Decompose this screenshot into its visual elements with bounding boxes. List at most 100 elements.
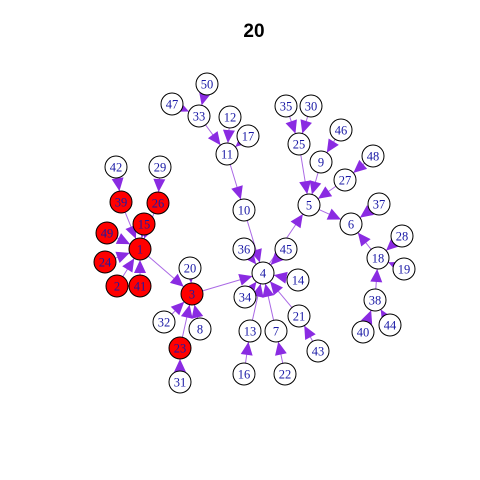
node-46[interactable]: 46 [329, 118, 353, 142]
node-19[interactable]: 19 [392, 257, 416, 281]
node-10[interactable]: 10 [232, 198, 256, 222]
edge-25-5 [299, 154, 312, 195]
edge-35-25 [285, 116, 297, 134]
node-20[interactable]: 20 [178, 256, 202, 280]
node-label: 31 [174, 375, 187, 389]
node-label: 6 [348, 217, 354, 231]
node-26[interactable]: 26 [146, 191, 170, 215]
node-28[interactable]: 28 [390, 224, 414, 248]
nodes-layer: 1234567891011121314151617181920212223242… [93, 72, 416, 394]
node-label: 14 [292, 273, 305, 287]
edge-31-23 [174, 359, 186, 372]
node-23[interactable]: 23 [168, 336, 192, 360]
node-label: 3 [189, 287, 195, 301]
node-label: 10 [238, 203, 251, 217]
edge-49-1 [115, 233, 131, 245]
edge-9-5 [309, 172, 322, 195]
node-35[interactable]: 35 [274, 94, 298, 118]
node-label: 17 [242, 129, 255, 143]
node-label: 49 [101, 226, 114, 240]
node-34[interactable]: 34 [233, 285, 257, 309]
edge-5-6 [318, 208, 342, 220]
node-label: 2 [114, 279, 120, 293]
node-17[interactable]: 17 [236, 124, 260, 148]
node-5[interactable]: 5 [297, 193, 321, 217]
node-31[interactable]: 31 [168, 370, 192, 394]
node-label: 9 [318, 155, 324, 169]
node-label: 40 [357, 325, 370, 339]
node-44[interactable]: 44 [378, 313, 402, 337]
node-label: 16 [238, 367, 251, 381]
node-18[interactable]: 18 [366, 246, 390, 270]
node-label: 21 [293, 309, 306, 323]
node-48[interactable]: 48 [361, 144, 385, 168]
node-11[interactable]: 11 [215, 142, 239, 166]
node-label: 35 [280, 99, 293, 113]
node-4[interactable]: 4 [251, 261, 275, 285]
node-label: 26 [152, 196, 165, 210]
node-1[interactable]: 1 [128, 237, 152, 261]
edge-48-27 [353, 159, 368, 174]
node-43[interactable]: 43 [306, 339, 330, 363]
node-47[interactable]: 47 [160, 92, 184, 116]
node-41[interactable]: 41 [128, 274, 152, 298]
node-6[interactable]: 6 [339, 212, 363, 236]
node-30[interactable]: 30 [299, 94, 323, 118]
node-label: 30 [305, 99, 318, 113]
node-45[interactable]: 45 [274, 237, 298, 261]
edge-22-7 [275, 341, 287, 364]
node-label: 20 [184, 261, 197, 275]
node-15[interactable]: 15 [132, 212, 156, 236]
edge-38-18 [370, 268, 383, 290]
node-label: 25 [293, 137, 306, 151]
node-40[interactable]: 40 [351, 320, 375, 344]
node-12[interactable]: 12 [218, 105, 242, 129]
node-label: 4 [260, 266, 267, 280]
edge-27-5 [317, 185, 337, 200]
node-25[interactable]: 25 [287, 132, 311, 156]
node-27[interactable]: 27 [333, 168, 357, 192]
node-16[interactable]: 16 [232, 362, 256, 386]
edge-24-1 [115, 251, 130, 263]
node-3[interactable]: 3 [180, 282, 204, 306]
node-50[interactable]: 50 [195, 72, 219, 96]
node-29[interactable]: 29 [148, 155, 172, 179]
edge-2-1 [122, 258, 135, 277]
node-39[interactable]: 39 [109, 190, 133, 214]
node-13[interactable]: 13 [238, 319, 262, 343]
edge-30-25 [300, 116, 312, 134]
node-22[interactable]: 22 [273, 362, 297, 386]
edge-11-10 [229, 164, 243, 200]
node-label: 43 [312, 344, 325, 358]
node-38[interactable]: 38 [363, 288, 387, 312]
node-14[interactable]: 14 [286, 268, 310, 292]
node-36[interactable]: 36 [232, 237, 256, 261]
node-label: 41 [134, 279, 147, 293]
node-label: 19 [398, 262, 411, 276]
edge-1-3 [147, 255, 185, 288]
node-42[interactable]: 42 [104, 155, 128, 179]
node-label: 50 [201, 77, 214, 91]
node-7[interactable]: 7 [264, 319, 288, 343]
edge-3-4 [202, 274, 253, 292]
node-label: 34 [239, 290, 252, 304]
node-8[interactable]: 8 [188, 317, 212, 341]
node-32[interactable]: 32 [152, 310, 176, 334]
node-37[interactable]: 37 [367, 192, 391, 216]
edge-12-11 [222, 127, 235, 144]
node-33[interactable]: 33 [187, 104, 211, 128]
node-49[interactable]: 49 [95, 221, 119, 245]
node-9[interactable]: 9 [309, 150, 333, 174]
node-24[interactable]: 24 [93, 250, 117, 274]
node-label: 15 [138, 217, 151, 231]
plot-title: 20 [243, 21, 264, 42]
node-label: 7 [273, 324, 279, 338]
node-2[interactable]: 2 [105, 274, 129, 298]
node-label: 23 [174, 341, 187, 355]
edge-23-3 [180, 304, 193, 338]
edge-29-26 [153, 177, 166, 193]
node-label: 12 [224, 110, 237, 124]
node-label: 46 [335, 123, 348, 137]
node-21[interactable]: 21 [287, 304, 311, 328]
node-label: 27 [339, 173, 352, 187]
